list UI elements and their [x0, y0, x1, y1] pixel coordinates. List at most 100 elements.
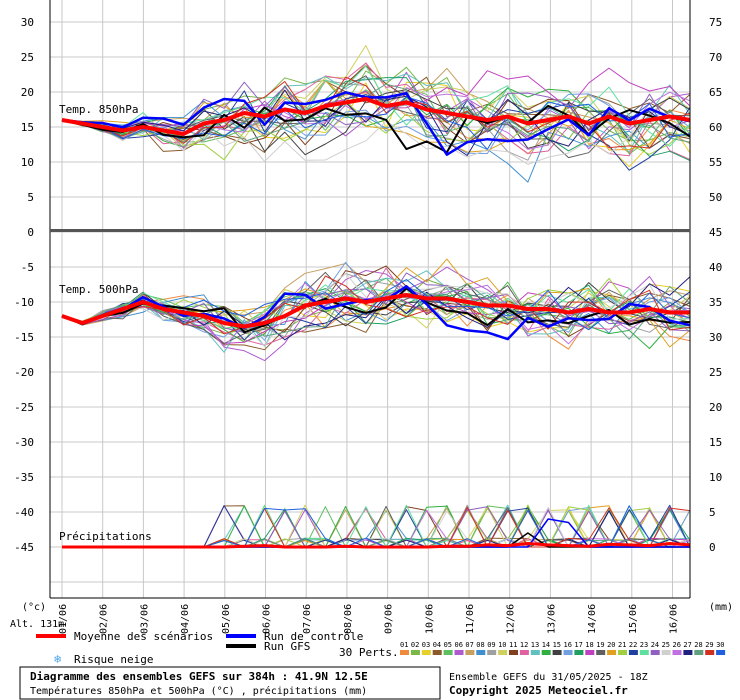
- member-line-850: [61, 62, 691, 160]
- member-line-500: [61, 271, 691, 345]
- x-tick-label: 03/06: [139, 604, 150, 634]
- pert-number: 01: [400, 641, 408, 649]
- right-tick-label: 70: [709, 51, 722, 64]
- right-tick-label: 60: [709, 121, 722, 134]
- pert-number: 12: [520, 641, 528, 649]
- right-tick-label: 30: [709, 331, 722, 344]
- member-line-850: [61, 93, 691, 154]
- copyright: Copyright 2025 Meteociel.fr: [449, 684, 628, 697]
- member-line-500: [61, 294, 691, 350]
- right-tick-label: 5: [709, 506, 716, 519]
- left-tick-label: 20: [21, 86, 34, 99]
- mean-line-850: [61, 97, 691, 136]
- pert-number: 06: [455, 641, 463, 649]
- left-tick-label: 30: [21, 16, 34, 29]
- pert-number: 24: [651, 641, 659, 649]
- member-line-500: [61, 284, 691, 329]
- pert-swatch: [650, 650, 660, 655]
- pert-swatch: [530, 650, 540, 655]
- legend-snow-label: Risque neige: [74, 653, 153, 666]
- left-tick-label: -45: [14, 541, 34, 554]
- pert-number: 16: [564, 641, 572, 649]
- title-line2: Températures 850hPa et 500hPa (°C) , pré…: [30, 685, 367, 697]
- left-tick-label: -40: [14, 506, 34, 519]
- pert-number: 14: [542, 641, 550, 649]
- pert-number: 28: [694, 641, 702, 649]
- x-tick-label: 10/06: [424, 604, 435, 634]
- gfs-line-500: [61, 287, 691, 334]
- pert-number: 15: [553, 641, 561, 649]
- title-line1: Diagramme des ensembles GEFS sur 384h : …: [30, 670, 368, 683]
- right-tick-label: 65: [709, 86, 722, 99]
- altitude-label: Alt. 131m: [10, 619, 64, 630]
- x-tick-label: 16/06: [669, 604, 680, 634]
- pert-number: 04: [433, 641, 441, 649]
- pert-swatch: [705, 650, 715, 655]
- legend: Moyenne des scénarios Run de contrôle Ru…: [36, 630, 399, 666]
- pert-swatch: [498, 650, 508, 655]
- right-unit: (mm): [709, 602, 733, 613]
- right-tick-label: 50: [709, 191, 722, 204]
- x-tick-label: 15/06: [628, 604, 639, 634]
- member-line-850: [61, 107, 691, 165]
- right-tick-label: 20: [709, 401, 722, 414]
- pert-swatch: [563, 650, 573, 655]
- pert-swatch: [541, 650, 551, 655]
- perts-label: 30 Perts.: [339, 646, 399, 659]
- pert-number: 11: [509, 641, 517, 649]
- pert-number: 23: [640, 641, 648, 649]
- mean-line-precip: [62, 542, 691, 549]
- x-tick-label: 09/06: [384, 604, 395, 634]
- right-tick-label: 35: [709, 296, 722, 309]
- left-tick-label: -20: [14, 366, 34, 379]
- pert-swatch: [607, 650, 617, 655]
- left-tick-label: -35: [14, 471, 34, 484]
- member-line-850: [61, 87, 691, 148]
- pert-swatch: [552, 650, 562, 655]
- pert-number: 21: [618, 641, 626, 649]
- pert-number: 25: [662, 641, 670, 649]
- pert-swatch: [574, 650, 584, 655]
- pert-number: 19: [596, 641, 604, 649]
- pert-swatch: [421, 650, 431, 655]
- pert-swatch: [639, 650, 649, 655]
- pert-swatch: [454, 650, 464, 655]
- left-tick-label: -5: [21, 261, 34, 274]
- legend-gfs-label: Run GFS: [264, 640, 310, 653]
- pert-number: 09: [487, 641, 495, 649]
- pert-swatch: [672, 650, 682, 655]
- right-tick-label: 25: [709, 366, 722, 379]
- pert-swatch: [628, 650, 638, 655]
- axes-layer: 302520151050-5-10-15-20-25-30-35-40-4575…: [14, 0, 722, 634]
- panel-label-500: Temp. 500hPa: [59, 283, 138, 296]
- right-tick-label: 75: [709, 16, 722, 29]
- x-tick-label: 12/06: [506, 604, 517, 634]
- x-tick-label: 14/06: [587, 604, 598, 634]
- pert-number: 26: [673, 641, 681, 649]
- title-box: [19, 666, 441, 700]
- left-tick-label: 25: [21, 51, 34, 64]
- member-line-850: [61, 44, 691, 149]
- legend-control-label: Run de contrôle: [264, 630, 363, 643]
- pert-swatch: [509, 650, 518, 655]
- pert-swatch: [410, 650, 420, 655]
- pert-number: 30: [716, 641, 724, 649]
- x-tick-label: 06/06: [262, 604, 273, 634]
- pert-number: 13: [531, 641, 539, 649]
- x-tick-label: 02/06: [99, 604, 110, 634]
- pert-swatch: [443, 650, 453, 655]
- pert-number: 17: [574, 641, 582, 649]
- x-tick-label: 08/06: [343, 604, 354, 634]
- panel-label-850: Temp. 850hPa: [59, 103, 138, 116]
- run-info: Ensemble GEFS du 31/05/2025 - 18Z: [449, 672, 648, 683]
- panel-label-precip: Précipitations: [59, 530, 152, 543]
- x-tick-label: 13/06: [546, 604, 557, 634]
- mean-line-500: [61, 293, 690, 329]
- pert-swatch: [465, 650, 475, 655]
- member-line-850: [61, 100, 691, 183]
- left-tick-label: 10: [21, 156, 34, 169]
- left-tick-label: 0: [27, 226, 34, 239]
- member-line-500: [61, 283, 691, 340]
- legend-mean-label: Moyenne des scénarios: [74, 630, 213, 643]
